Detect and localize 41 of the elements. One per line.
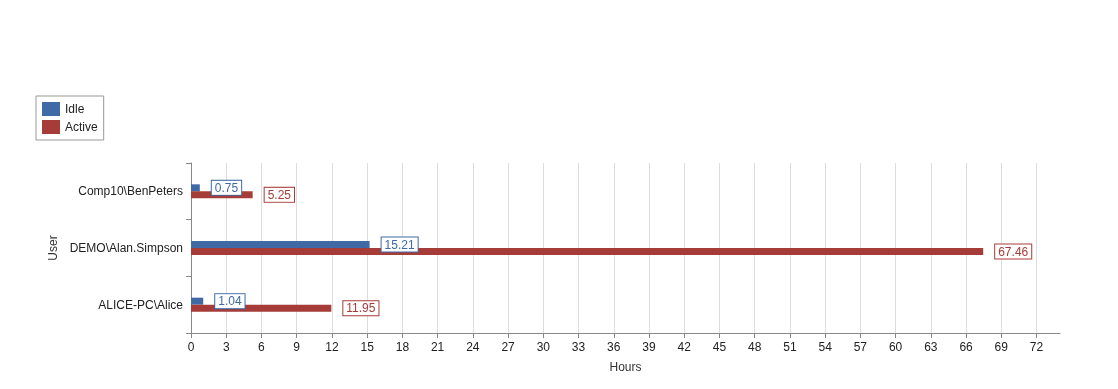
x-tick-label: 54 xyxy=(818,340,833,354)
x-tick-label: 24 xyxy=(466,340,480,354)
x-tick-label: 12 xyxy=(325,340,339,354)
bar xyxy=(191,184,200,192)
legend-label: Active xyxy=(65,120,98,134)
x-tick-label: 6 xyxy=(258,340,266,354)
y-tick-label: ALICE-PC\Alice xyxy=(98,297,184,312)
data-label: 15.21 xyxy=(384,237,415,252)
x-tick-label: 42 xyxy=(677,340,692,354)
bar xyxy=(191,297,204,305)
legend-label: Idle xyxy=(65,102,85,116)
x-tick-label: 72 xyxy=(1029,340,1044,354)
x-tick-label: 30 xyxy=(536,340,551,354)
data-label: 67.46 xyxy=(998,244,1029,259)
x-tick-label: 9 xyxy=(293,340,301,354)
x-tick-label: 15 xyxy=(360,340,375,354)
x-tick-label: 63 xyxy=(924,340,938,354)
y-axis-title: User xyxy=(45,235,60,261)
data-label: 5.25 xyxy=(267,187,292,202)
y-tick-label: DEMO\Alan.Simpson xyxy=(69,241,183,255)
x-tick-label: 45 xyxy=(712,340,727,354)
x-axis-title: Hours xyxy=(609,360,642,374)
x-tick-label: 3 xyxy=(222,340,230,354)
x-tick-label: 27 xyxy=(501,340,516,354)
x-tick-label: 60 xyxy=(888,340,903,354)
x-tick-label: 21 xyxy=(430,340,445,354)
x-tick-label: 51 xyxy=(783,340,797,354)
x-tick-label: 0 xyxy=(187,340,195,354)
data-label: 0.75 xyxy=(214,180,239,195)
x-tick-label: 36 xyxy=(607,340,621,354)
x-tick-label: 39 xyxy=(642,340,656,354)
x-tick-label: 69 xyxy=(994,340,1009,354)
bar xyxy=(191,241,370,248)
data-label: 11.95 xyxy=(346,301,376,316)
x-tick-label: 66 xyxy=(959,340,974,354)
x-tick-label: 33 xyxy=(571,340,586,354)
x-tick-label: 57 xyxy=(853,340,868,354)
y-tick-label: Comp10\BenPeters xyxy=(78,184,183,199)
data-label: 1.04 xyxy=(218,294,242,309)
x-tick-label: 48 xyxy=(748,340,762,354)
x-tick-label: 18 xyxy=(395,340,410,354)
